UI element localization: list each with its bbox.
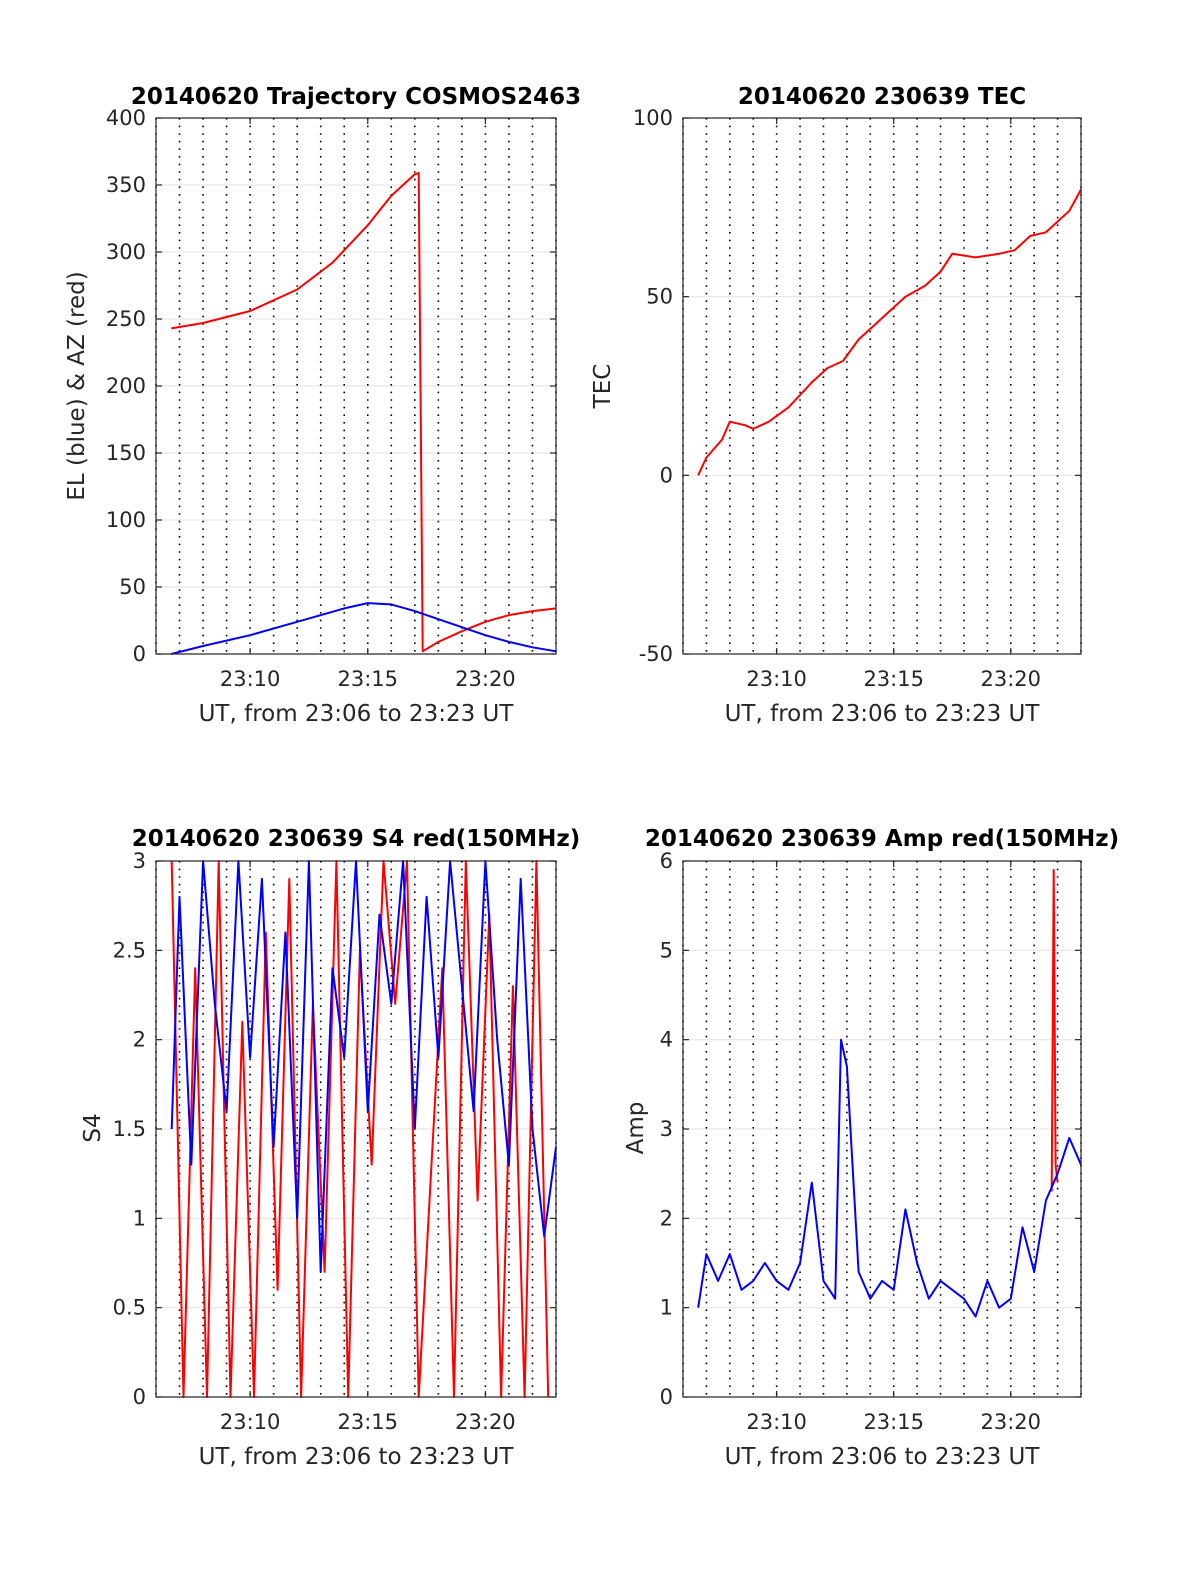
trajectory-xtick-label: 23:10 xyxy=(220,667,281,691)
amp-series-0 xyxy=(1050,868,1059,1192)
amp-ytick-label: 3 xyxy=(660,1117,673,1141)
amp-xtick-label: 23:10 xyxy=(746,1410,807,1434)
s4-ytick-label: 0.5 xyxy=(113,1296,146,1320)
tec-xtick-label: 23:15 xyxy=(863,667,924,691)
amp-ytick-label: 1 xyxy=(660,1296,673,1320)
trajectory-title: 20140620 Trajectory COSMOS2463 xyxy=(131,84,581,110)
amp-series-1 xyxy=(697,1038,1082,1318)
tec-ytick-label: 0 xyxy=(660,463,673,487)
trajectory-series-1 xyxy=(171,602,557,655)
tec-xtick-label: 23:20 xyxy=(980,667,1041,691)
trajectory-xtick-label: 23:15 xyxy=(337,667,398,691)
trajectory-ytick-label: 100 xyxy=(106,508,146,532)
trajectory-ytick-label: 250 xyxy=(106,307,146,331)
trajectory-xlabel: UT, from 23:06 to 23:23 UT xyxy=(199,701,515,727)
trajectory-xtick-label: 23:20 xyxy=(455,667,516,691)
amp-xtick-label: 23:15 xyxy=(863,1410,924,1434)
s4-ytick-label: 1 xyxy=(133,1206,146,1230)
tec-axes-box xyxy=(682,117,1082,655)
s4-ytick-label: 3 xyxy=(133,849,146,873)
tec-ylabel: TEC xyxy=(590,364,616,410)
amp-ytick-label: 2 xyxy=(660,1206,673,1230)
tec-series-0 xyxy=(697,189,1082,476)
tec-xlabel: UT, from 23:06 to 23:23 UT xyxy=(725,701,1041,727)
trajectory-ytick-label: 0 xyxy=(133,642,146,666)
s4-ytick-label: 2 xyxy=(133,1028,146,1052)
s4-ytick-label: 1.5 xyxy=(113,1117,146,1141)
trajectory-ytick-label: 300 xyxy=(106,240,146,264)
s4-xtick-label: 23:20 xyxy=(455,1410,516,1434)
amp-xtick-label: 23:20 xyxy=(980,1410,1041,1434)
s4-ylabel: S4 xyxy=(80,1113,106,1142)
amp-ytick-label: 0 xyxy=(660,1385,673,1409)
amp-title: 20140620 230639 Amp red(150MHz) xyxy=(645,826,1119,852)
tec-ytick-label: 50 xyxy=(646,285,673,309)
tec-ytick-label: 100 xyxy=(633,106,673,130)
trajectory-panel: 20140620 Trajectory COSMOS2463 UT, from … xyxy=(64,84,581,727)
s4-series-1 xyxy=(170,860,557,1273)
tec-xtick-label: 23:10 xyxy=(746,667,807,691)
amp-ylabel: Amp xyxy=(623,1102,649,1155)
s4-xtick-label: 23:15 xyxy=(337,1410,398,1434)
tec-title: 20140620 230639 TEC xyxy=(738,84,1026,110)
trajectory-ytick-label: 50 xyxy=(119,575,146,599)
s4-ytick-label: 0 xyxy=(133,1385,146,1409)
s4-title: 20140620 230639 S4 red(150MHz) xyxy=(132,826,581,852)
trajectory-series-0 xyxy=(171,171,557,653)
amp-panel: 20140620 230639 Amp red(150MHz) UT, from… xyxy=(623,826,1119,1470)
amp-ytick-label: 6 xyxy=(660,849,673,873)
s4-xtick-label: 23:10 xyxy=(220,1410,281,1434)
s4-panel: 20140620 230639 S4 red(150MHz) UT, from … xyxy=(80,826,580,1470)
s4-ytick-label: 2.5 xyxy=(113,938,146,962)
amp-ytick-label: 5 xyxy=(660,938,673,962)
tec-panel: 20140620 230639 TEC UT, from 23:06 to 23… xyxy=(590,84,1082,727)
trajectory-ylabel: EL (blue) & AZ (red) xyxy=(64,271,90,500)
trajectory-ytick-label: 350 xyxy=(106,173,146,197)
tec-ytick-label: -50 xyxy=(639,642,673,666)
trajectory-ytick-label: 150 xyxy=(106,441,146,465)
trajectory-ytick-label: 400 xyxy=(106,106,146,130)
trajectory-ytick-label: 200 xyxy=(106,374,146,398)
s4-xlabel: UT, from 23:06 to 23:23 UT xyxy=(199,1444,515,1470)
amp-ytick-label: 4 xyxy=(660,1028,673,1052)
amp-xlabel: UT, from 23:06 to 23:23 UT xyxy=(725,1444,1041,1470)
